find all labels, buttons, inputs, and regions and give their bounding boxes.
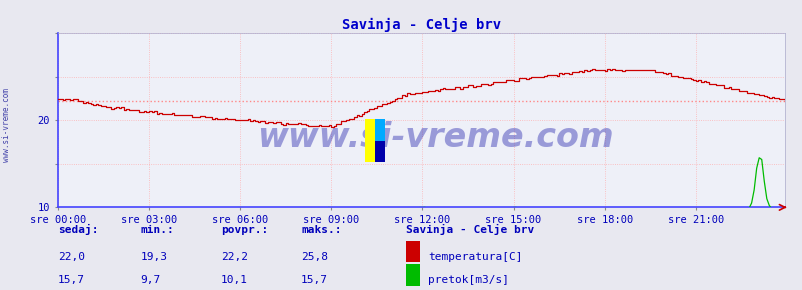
Text: povpr.:: povpr.: — [221, 225, 268, 235]
Title: Savinja - Celje brv: Savinja - Celje brv — [341, 18, 500, 32]
Bar — [375, 119, 385, 141]
Text: temperatura[C]: temperatura[C] — [427, 251, 522, 262]
Text: 25,8: 25,8 — [301, 251, 328, 262]
Text: 19,3: 19,3 — [140, 251, 168, 262]
Text: sedaj:: sedaj: — [58, 224, 98, 235]
Bar — [375, 141, 385, 162]
Text: 15,7: 15,7 — [301, 275, 328, 285]
Text: www.si-vreme.com: www.si-vreme.com — [2, 88, 11, 162]
Text: 22,2: 22,2 — [221, 251, 248, 262]
Text: pretok[m3/s]: pretok[m3/s] — [427, 275, 508, 285]
Bar — [365, 119, 375, 162]
Text: www.si-vreme.com: www.si-vreme.com — [257, 121, 614, 154]
Text: 15,7: 15,7 — [58, 275, 85, 285]
Text: 22,0: 22,0 — [58, 251, 85, 262]
Text: 9,7: 9,7 — [140, 275, 160, 285]
Text: 10,1: 10,1 — [221, 275, 248, 285]
Text: maks.:: maks.: — [301, 225, 341, 235]
Text: min.:: min.: — [140, 225, 174, 235]
Text: Savinja - Celje brv: Savinja - Celje brv — [405, 224, 533, 235]
